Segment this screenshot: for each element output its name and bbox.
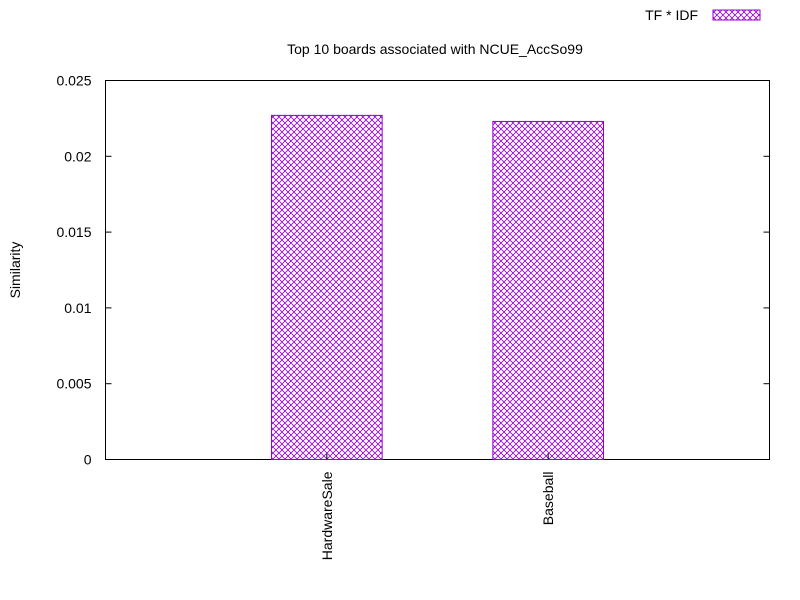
- bar-hardwaresale: [271, 114, 383, 460]
- legend-swatch: [712, 9, 761, 21]
- legend: TF * IDF: [645, 7, 761, 23]
- y-tick-label: 0.025: [56, 73, 91, 89]
- y-tick-label: 0.02: [64, 148, 91, 164]
- bars: [271, 114, 605, 460]
- legend-label: TF * IDF: [645, 7, 698, 23]
- y-tick-label: 0.015: [56, 224, 91, 240]
- y-tick-label: 0.005: [56, 376, 91, 392]
- y-axis-label: Similarity: [7, 242, 23, 299]
- y-tick-label: 0: [84, 452, 92, 468]
- x-tick-label-hardwaresale: HardwareSale: [319, 471, 335, 560]
- plot-area-frame: [105, 80, 770, 460]
- chart-title: Top 10 boards associated with NCUE_AccSo…: [287, 41, 583, 57]
- bar-baseball: [492, 120, 605, 460]
- y-axis-ticks: 0 0.005 0.01 0.015 0.02 0.025: [56, 73, 770, 468]
- x-tick-label-baseball: Baseball: [540, 472, 556, 526]
- y-tick-label: 0.01: [64, 300, 91, 316]
- x-axis-tick-labels: HardwareSale Baseball: [319, 471, 556, 560]
